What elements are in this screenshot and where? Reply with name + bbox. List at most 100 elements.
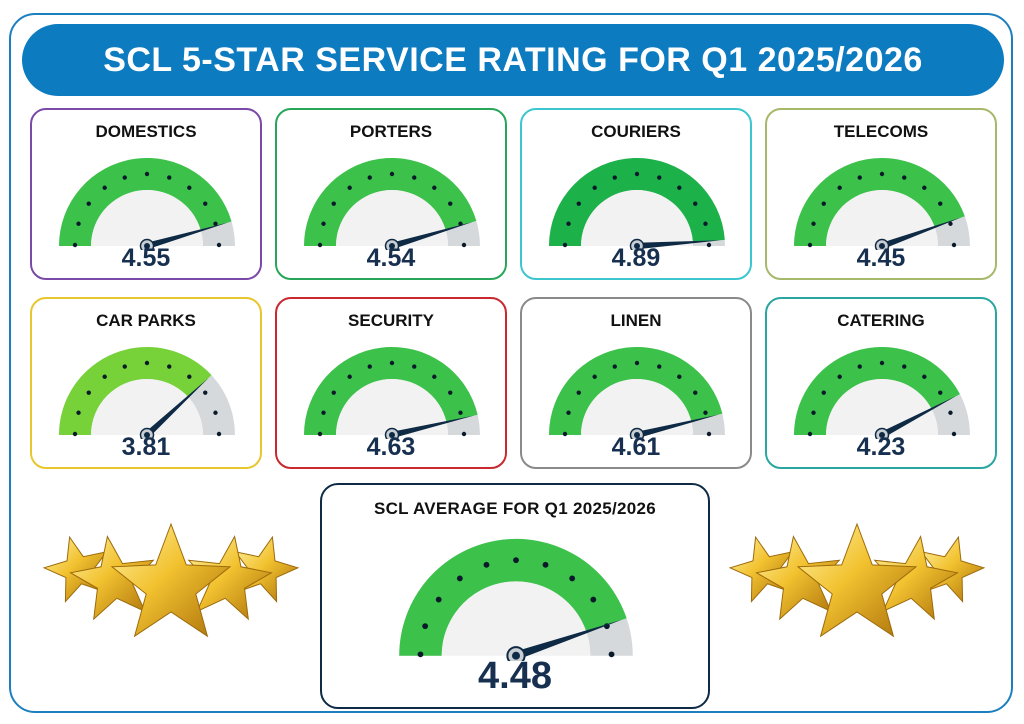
gauge-inner	[336, 190, 448, 246]
gauge-dial	[304, 157, 480, 250]
gauge-tick-dot	[347, 374, 352, 379]
gauge-hub-center	[144, 243, 150, 249]
gauge-inner	[441, 581, 591, 656]
gauge-tick-dot	[417, 651, 424, 658]
gauge-tick-dot	[634, 171, 640, 177]
gauge-card-value: 4.23	[856, 433, 906, 461]
gauge-hub-center	[512, 651, 520, 660]
gauge-hub-center	[634, 432, 640, 438]
average-card: SCL AVERAGE FOR Q1 2025/2026 4.48	[320, 483, 710, 709]
gauge-tick-dot	[922, 185, 927, 190]
gauge-tick-dot	[938, 201, 943, 206]
gauge-fill	[794, 346, 960, 435]
gauge-needle	[144, 377, 209, 438]
gauge-fill	[304, 157, 477, 246]
gauge-card-porters: PORTERS 4.54	[275, 108, 507, 280]
gauge-needle	[880, 395, 957, 438]
gauge-tick-dot	[144, 171, 150, 177]
gauge-inner	[336, 379, 448, 435]
gauge-tick-dot	[321, 221, 326, 226]
gauge-hub-center	[879, 432, 885, 438]
gauge-tick-dot	[566, 221, 571, 226]
gauge-card-value: 3.81	[121, 433, 171, 461]
gold-star-icon	[755, 535, 841, 621]
gauge-tick-dot	[513, 557, 519, 564]
gauge-hub-center	[634, 243, 640, 249]
gauge-tick-dot	[461, 242, 467, 248]
gauge-tick-dot	[331, 201, 336, 206]
gauge-needle	[391, 415, 474, 439]
gauge-inner	[826, 190, 938, 246]
gauge-tick-dot	[144, 360, 150, 366]
gauge-tick-dot	[902, 175, 907, 180]
gauge-card-value: 4.55	[121, 244, 171, 272]
gauge-tick-dot	[216, 242, 222, 248]
gauge-tick-dot	[76, 410, 81, 415]
gauge-tick-dot	[706, 242, 712, 248]
gauge-card-title: PORTERS	[349, 122, 433, 141]
average-title: SCL AVERAGE FOR Q1 2025/2026	[373, 499, 657, 518]
gauge-needle	[636, 414, 719, 439]
gauge-tick-dot	[821, 390, 826, 395]
gauge-tick-dot	[187, 374, 192, 379]
gauge-card-value: 4.61	[611, 433, 661, 461]
gauge-tick-dot	[187, 185, 192, 190]
gauge-tick-dot	[367, 175, 372, 180]
gauge-fill	[59, 157, 232, 246]
gauge-tick-dot	[951, 431, 957, 437]
gauge-inner	[91, 190, 203, 246]
gauge-card-title: CATERING	[837, 311, 925, 330]
gauge-tick-dot	[317, 431, 323, 437]
gauge-needle	[391, 222, 473, 250]
gauge-needle	[636, 240, 721, 250]
gauge-tick-dot	[458, 221, 463, 226]
gauge-tick-dot	[807, 242, 813, 248]
gauge-tick-dot	[76, 221, 81, 226]
gauge-tick-dot	[634, 360, 640, 366]
gold-star-icon	[110, 522, 232, 638]
average-gauge-dial	[399, 538, 633, 661]
gauge-tick-dot	[483, 561, 490, 568]
gauge-tick-dot	[432, 374, 437, 379]
gold-star-icon	[187, 535, 273, 621]
gauge-tick-dot	[706, 431, 712, 437]
gauge-tick-dot	[203, 201, 208, 206]
gauge-tick-dot	[213, 410, 218, 415]
gauge-dial	[549, 347, 725, 439]
gauge-tick-dot	[461, 431, 467, 437]
gauge-tick-dot	[821, 201, 826, 206]
gauge-tick-dot	[576, 201, 581, 206]
gauge-dial	[59, 347, 235, 439]
gauge-card-title: DOMESTICS	[95, 122, 197, 141]
gauge-tick-dot	[458, 410, 463, 415]
gauge-tick-dot	[389, 171, 395, 177]
gauge-tick-dot	[612, 364, 617, 369]
gauge-tick-dot	[811, 410, 816, 415]
gauge-tick-dot	[122, 175, 127, 180]
gauge-tick-dot	[562, 242, 568, 248]
gauge-tick-dot	[677, 374, 682, 379]
gauge-tick-dot	[86, 201, 91, 206]
gauge-tick-dot	[837, 374, 842, 379]
gauge-card-couriers: COURIERS 4.89	[520, 108, 752, 280]
gauge-tick-dot	[86, 390, 91, 395]
gauge-tick-dot	[367, 364, 372, 369]
gauge-tick-dot	[72, 242, 78, 248]
gauge-card-car-parks: CAR PARKS 3.81	[30, 297, 262, 469]
gauge-tick-dot	[703, 410, 708, 415]
gauge-tick-dot	[569, 575, 576, 582]
gauge-tick-dot	[879, 360, 885, 366]
gauge-tick-dot	[102, 185, 107, 190]
gauge-tick-dot	[592, 374, 597, 379]
gold-star-icon	[920, 535, 986, 603]
gauge-fill	[59, 347, 212, 435]
gauge-tick-dot	[837, 185, 842, 190]
gauge-inner	[581, 190, 693, 246]
gauge-tick-dot	[331, 390, 336, 395]
gauge-card-catering: CATERING 4.23	[765, 297, 997, 469]
gauge-hub-center	[879, 243, 885, 249]
gauge-tick-dot	[922, 374, 927, 379]
gauge-tick-dot	[938, 390, 943, 395]
gauge-card-security: SECURITY 4.63	[275, 297, 507, 469]
gauge-dial	[59, 157, 235, 250]
